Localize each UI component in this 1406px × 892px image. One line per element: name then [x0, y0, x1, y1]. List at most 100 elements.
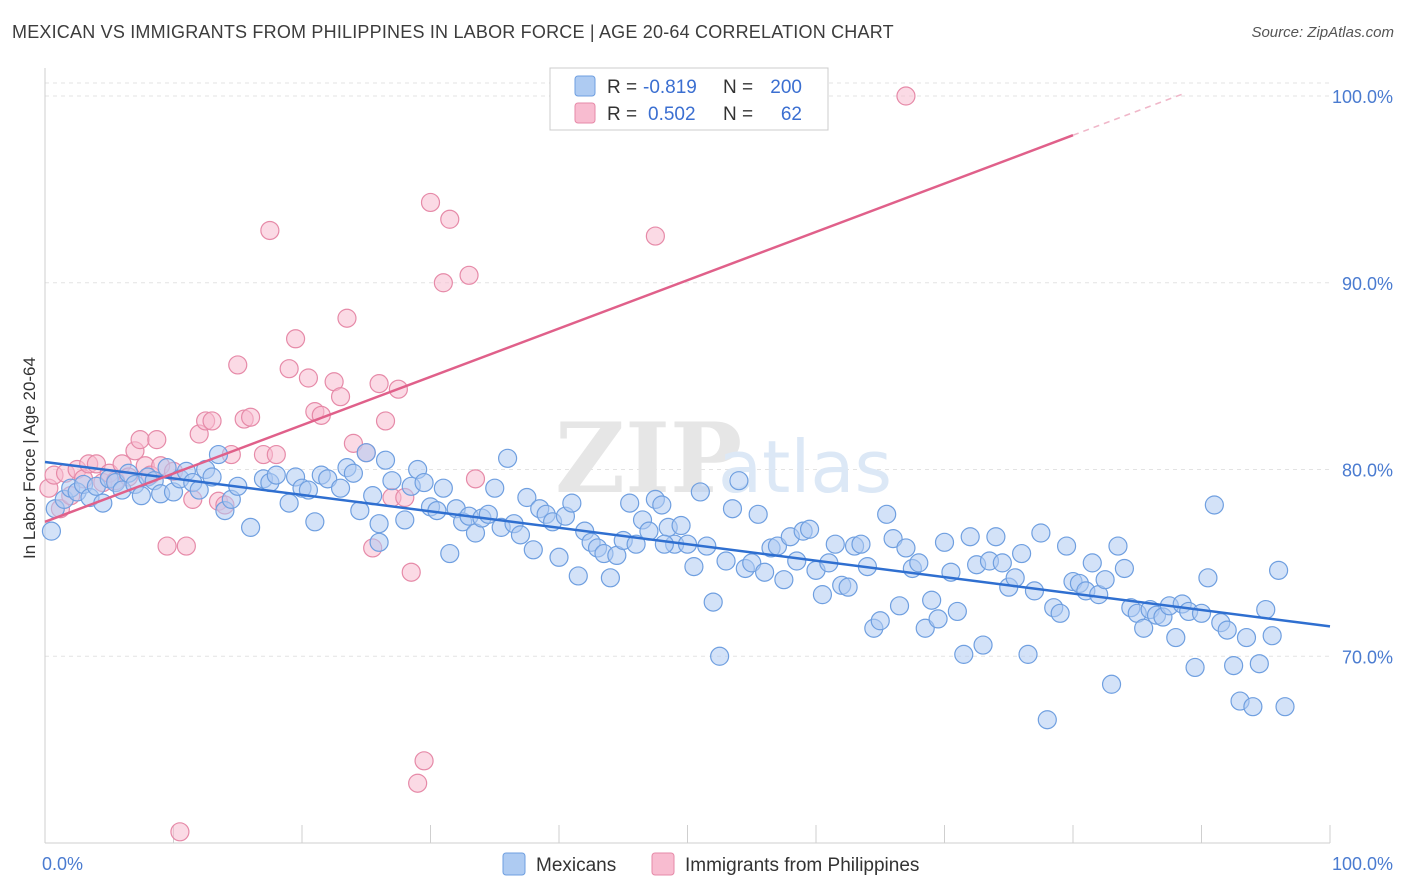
mexicans-point-160: [1101, 674, 1122, 694]
mexicans-point-170: [1166, 627, 1186, 648]
mexicans-point-189: [369, 532, 389, 552]
mexicans-point-43: [343, 463, 363, 483]
mexicans-point-45: [356, 443, 376, 463]
mexicans-point-187: [1275, 697, 1295, 717]
series-legend: Mexicans Immigrants from Philippines: [502, 852, 919, 876]
mexicans-point-133: [928, 609, 948, 629]
mexicans-point-102: [729, 471, 749, 491]
mexicans-point-161: [1108, 536, 1128, 556]
philippines-point-56: [420, 192, 441, 213]
philippines-point-54: [408, 773, 428, 793]
mexicans-point-104: [742, 553, 762, 573]
source-label: Source: ZipAtlas.com: [1251, 24, 1394, 41]
mexicans-point-147: [1018, 644, 1038, 664]
y-tick-label-1: 80.0%: [1342, 461, 1393, 481]
watermark: ZIP atlas: [555, 402, 892, 515]
mexicans-point-25: [202, 467, 222, 487]
mexicans-point-153: [1056, 536, 1077, 556]
philippines-point-57: [433, 273, 453, 293]
mexicans-point-48: [375, 450, 396, 470]
mexicans-point-134: [934, 532, 955, 552]
philippines-point-60: [465, 469, 486, 489]
philippines-point-58: [440, 209, 460, 229]
bottom-legend-label-mexicans: Mexicans: [536, 855, 616, 876]
mexicans-point-176: [1204, 495, 1224, 515]
philippines-point-49: [375, 411, 396, 431]
mexicans-point-113: [799, 519, 820, 539]
mexicans-point-121: [851, 534, 871, 554]
philippines-point-20: [157, 536, 177, 556]
legend-box: [549, 67, 829, 131]
mexicans-point-136: [947, 601, 967, 622]
mexicans-point-101: [722, 499, 743, 519]
y-tick-labels: 70.0% 80.0% 90.0% 100.0%: [1332, 87, 1393, 667]
philippines-point-31: [228, 355, 248, 375]
mexicans-point-175: [1198, 568, 1218, 588]
mexicans-point-152: [1050, 603, 1070, 623]
mexicans-point-142: [986, 527, 1006, 547]
mexicans-point-53: [414, 472, 434, 493]
mexicans-point-0: [41, 521, 62, 541]
mexicans-point-125: [877, 504, 897, 524]
series-philippines-points: [39, 86, 916, 842]
philippines-point-15: [130, 430, 150, 450]
y-tick-label-3: 100.0%: [1332, 87, 1393, 107]
mexicans-point-128: [896, 538, 916, 558]
mexicans-point-159: [1095, 570, 1115, 590]
mexicans-point-149: [1031, 523, 1051, 543]
mexicans-point-138: [960, 527, 980, 547]
philippines-point-22: [170, 822, 190, 842]
mexicans-point-173: [1185, 657, 1205, 678]
mexicans-point-150: [1037, 710, 1057, 730]
mexicans-point-96: [690, 482, 710, 502]
philippines-point-18: [147, 430, 167, 450]
mexicans-point-119: [838, 577, 858, 597]
mexicans-point-126: [883, 529, 903, 549]
y-tick-label-0: 70.0%: [1342, 647, 1393, 667]
mexicans-point-105: [748, 504, 768, 524]
mexicans-point-132: [922, 590, 942, 610]
legend-n-label-1: N =: [723, 77, 753, 98]
mexicans-point-148: [1024, 581, 1045, 601]
mexicans-point-140: [973, 635, 993, 655]
philippines-point-38: [285, 329, 306, 349]
axes: [44, 68, 1331, 844]
mexicans-point-93: [671, 515, 691, 536]
mexicans-point-115: [812, 585, 833, 605]
mexicans-point-99: [710, 646, 730, 666]
y-axis-label: In Labor Force | Age 20-64: [20, 357, 39, 559]
mexicans-point-85: [620, 493, 640, 513]
mexicans-trend-line: [44, 460, 1331, 628]
mexicans-point-162: [1114, 558, 1135, 579]
philippines-point-59: [459, 265, 479, 285]
philippines-point-43: [330, 387, 351, 407]
legend-r-label-2: R =: [607, 104, 637, 125]
mexicans-point-165: [1134, 618, 1154, 638]
mexicans-point-137: [954, 644, 974, 664]
philippines-point-37: [279, 359, 299, 379]
mexicans-point-143: [992, 553, 1012, 573]
philippines-point-23: [176, 536, 196, 556]
mexicans-point-82: [600, 568, 621, 588]
mexicans-point-14: [131, 486, 151, 506]
correlation-legend: R = -0.819 N = 200 R = 0.502 N = 62: [549, 67, 829, 131]
mexicans-point-124: [870, 611, 890, 631]
legend-r-value-2: 0.502: [648, 104, 696, 125]
mexicans-point-181: [1236, 627, 1257, 648]
legend-swatch-mexicans: [574, 75, 596, 97]
mexicans-point-64: [485, 478, 505, 498]
x-tick-label-0: 0.0%: [42, 854, 83, 874]
mexicans-point-111: [787, 551, 807, 571]
philippines-trend-line: [44, 134, 1074, 523]
legend-r-value-1: -0.819: [643, 77, 697, 98]
mexicans-point-109: [774, 570, 794, 590]
mexicans-point-186: [1268, 560, 1289, 580]
philippines-point-61: [645, 226, 665, 246]
mexicans-point-131: [915, 618, 935, 638]
mexicans-point-33: [266, 465, 286, 485]
philippines-point-44: [337, 308, 357, 328]
mexicans-point-146: [1011, 543, 1032, 564]
mexicans-point-76: [562, 493, 582, 513]
mexicans-point-34: [279, 493, 299, 513]
mexicans-point-183: [1249, 654, 1269, 674]
